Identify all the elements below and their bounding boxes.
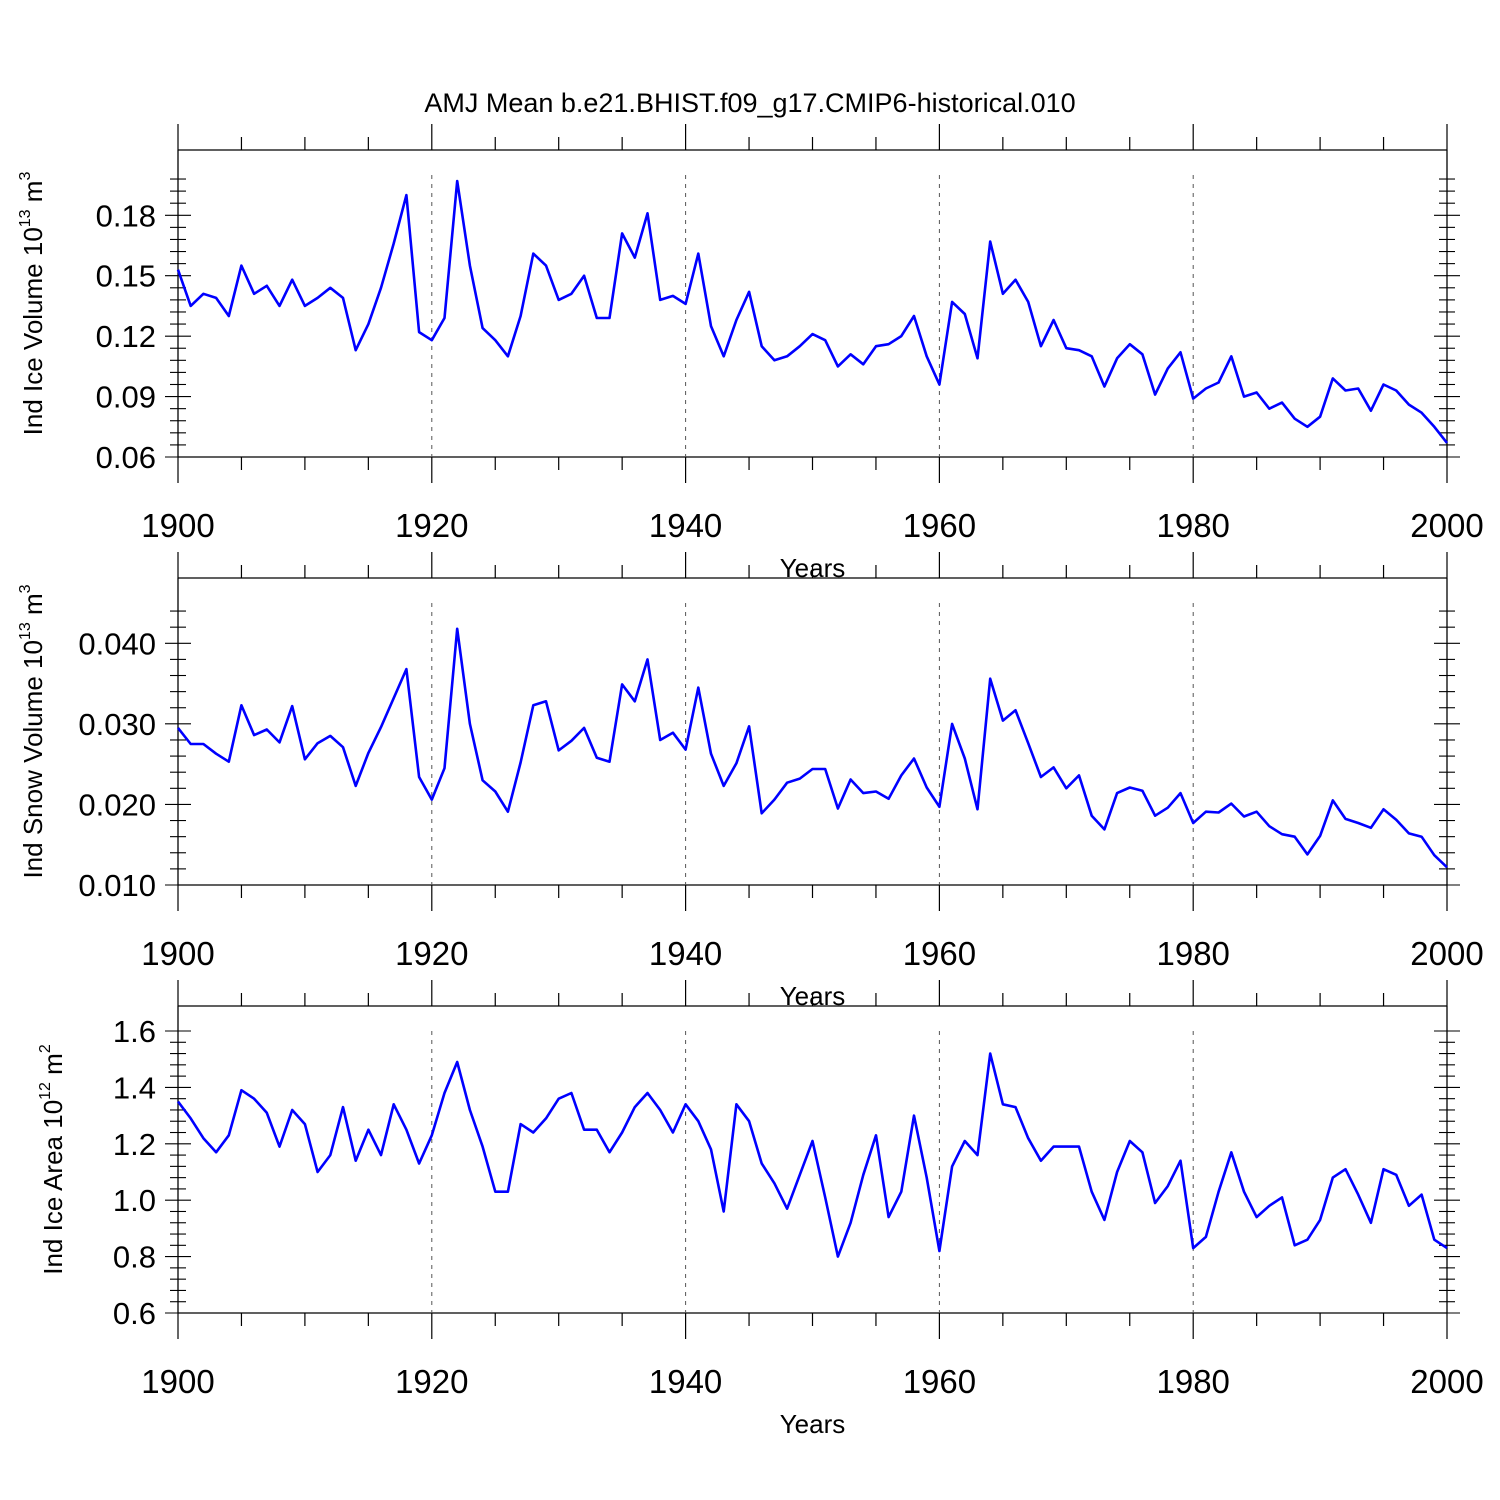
x-tick-label: 1940 (649, 507, 722, 544)
y-tick-label: 1.4 (113, 1070, 156, 1105)
y-tick-label: 0.020 (78, 787, 156, 822)
x-tick-label: 2000 (1410, 935, 1483, 972)
x-tick-label: 1920 (395, 507, 468, 544)
x-tick-label: 1920 (395, 1363, 468, 1400)
x-tick-label: 1940 (649, 1363, 722, 1400)
panel-3: 1900 1920 1940 1960 1980 2000 0.6 0.8 1.0 1.2 1.4 1… (37, 980, 1484, 1439)
x-tick-label: 1980 (1156, 935, 1229, 972)
x-tick-label: 1980 (1156, 507, 1229, 544)
y-tick-label: 0.15 (96, 259, 156, 294)
x-axis-label: Years (780, 1409, 846, 1439)
panel-2: 1900 1920 1940 1960 1980 2000 0.010 0.020 0.030 0… (17, 552, 1484, 1011)
y-tick-label: 1.0 (113, 1183, 156, 1218)
x-tick-label: 1980 (1156, 1363, 1229, 1400)
x-tick-label: 1940 (649, 935, 722, 972)
data-series-line (176, 1052, 1448, 1258)
x-tick-label: 1960 (903, 507, 976, 544)
y-tick-label: 0.030 (78, 707, 156, 742)
y-tick-label: 0.09 (96, 380, 156, 415)
x-tick-label: 1900 (141, 935, 214, 972)
y-axis-label: Ind Ice Volume 1013 m3 (17, 172, 48, 436)
x-tick-label: 2000 (1410, 1363, 1483, 1400)
x-tick-label: 1960 (903, 935, 976, 972)
panel-1: 1900 1920 1940 1960 1980 2000 0.06 0.09 0.12 0.15… (17, 124, 1484, 583)
x-tick-label: 2000 (1410, 507, 1483, 544)
x-tick-label: 1900 (141, 507, 214, 544)
figure-title: AMJ Mean b.e21.BHIST.f09_g17.CMIP6-histo… (424, 88, 1075, 118)
x-tick-label: 1900 (141, 1363, 214, 1400)
x-tick-label: 1960 (903, 1363, 976, 1400)
y-tick-label: 0.8 (113, 1240, 156, 1275)
y-axis-label: Ind Ice Area 1012 m2 (37, 1044, 68, 1275)
y-tick-label: 0.12 (96, 319, 156, 354)
y-tick-label: 0.18 (96, 198, 156, 233)
y-tick-label: 0.010 (78, 868, 156, 903)
y-tick-label: 1.6 (113, 1014, 156, 1049)
y-tick-label: 0.06 (96, 440, 156, 475)
x-tick-label: 1920 (395, 935, 468, 972)
y-tick-label: 0.6 (113, 1296, 156, 1331)
data-series-line (176, 179, 1449, 444)
data-series-line (176, 627, 1448, 869)
y-tick-label: 0.040 (78, 626, 156, 661)
y-tick-label: 1.2 (113, 1127, 156, 1162)
y-axis-label: Ind Snow Volume 1013 m3 (17, 584, 48, 878)
